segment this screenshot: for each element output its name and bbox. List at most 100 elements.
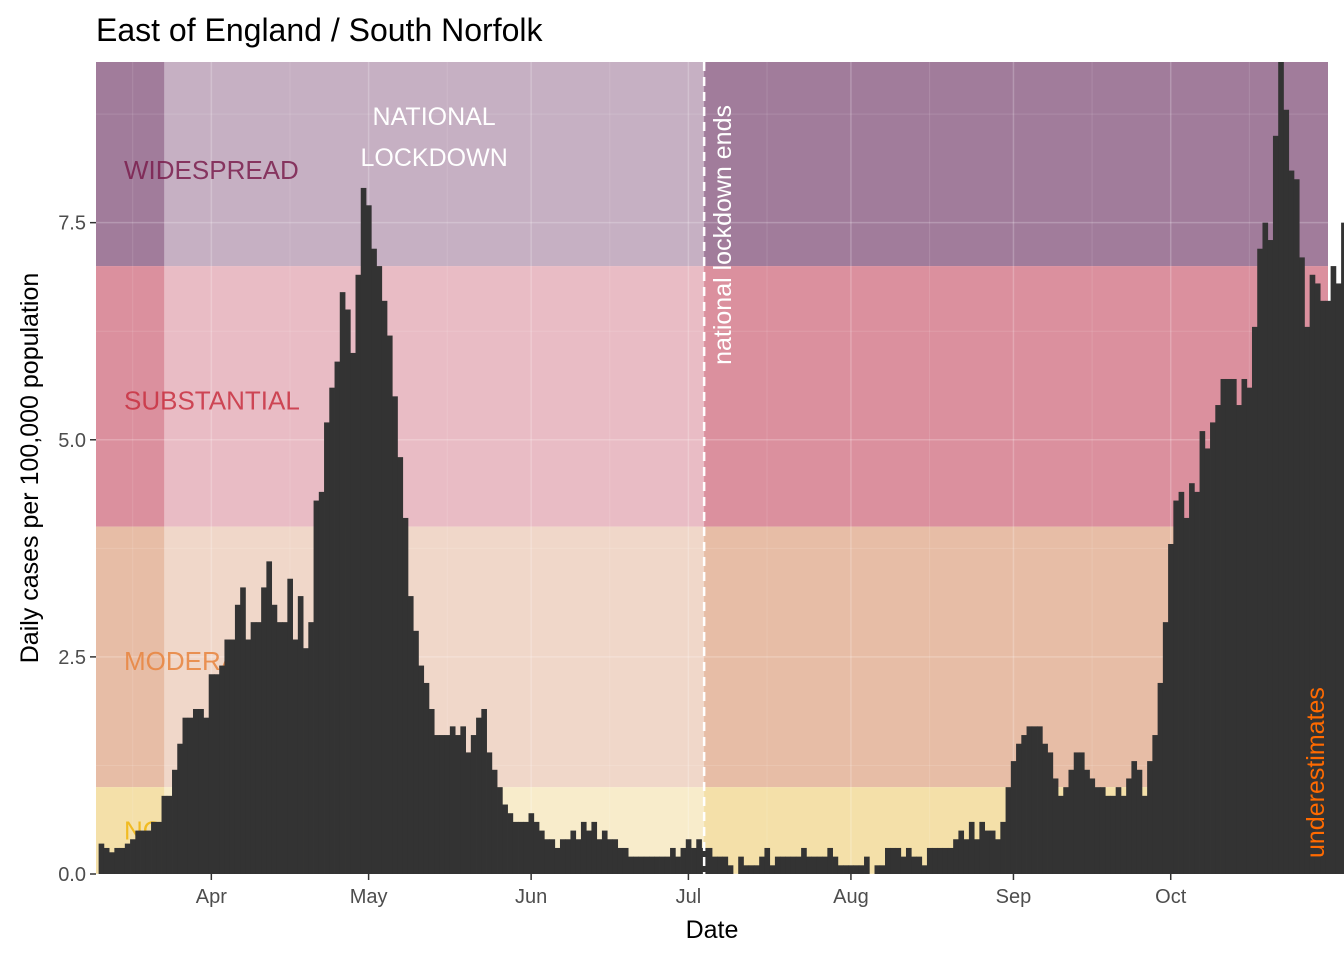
bar-2020-10-15 xyxy=(1241,378,1248,874)
bar-2020-03-13 xyxy=(109,852,115,874)
lockdown-label-line: LOCKDOWN xyxy=(361,144,508,172)
bar-2020-07-16 xyxy=(764,847,771,874)
lockdown-end-label: national lockdown ends xyxy=(709,105,737,365)
y-tick-label: 2.5 xyxy=(58,647,86,669)
bar-2020-08-07 xyxy=(879,865,886,874)
bar-2020-07-07 xyxy=(717,856,723,874)
bar-2020-06-06 xyxy=(554,847,561,874)
bar-2020-04-26 xyxy=(339,292,346,874)
bar-2020-10-07 xyxy=(1199,431,1206,874)
bar-2020-05-16 xyxy=(444,735,451,874)
bar-2020-03-19 xyxy=(140,830,147,874)
bar-2020-08-12 xyxy=(905,847,912,874)
x-tick-label: Aug xyxy=(833,886,869,908)
bar-2020-07-29 xyxy=(832,856,839,874)
x-tick-label: Jun xyxy=(515,886,547,908)
bar-2020-05-04 xyxy=(381,300,388,874)
bar-2020-09-18 xyxy=(1099,787,1106,874)
bar-2020-09-04 xyxy=(1026,726,1033,874)
bar-2020-10-24 xyxy=(1288,170,1295,874)
bar-2020-04-23 xyxy=(324,422,330,874)
bar-2020-09-16 xyxy=(1089,778,1096,874)
x-tick-label: Apr xyxy=(196,886,227,908)
bar-2020-05-30 xyxy=(518,821,524,874)
bar-2020-11-03 xyxy=(1341,222,1344,874)
bar-2020-07-12 xyxy=(743,865,750,874)
bar-2020-04-07 xyxy=(240,587,246,874)
bar-2020-06-21 xyxy=(633,856,639,874)
bar-2020-10-11 xyxy=(1220,378,1227,874)
bar-2020-05-11 xyxy=(418,665,425,874)
bar-2020-04-04 xyxy=(224,639,231,874)
bar-2020-10-14 xyxy=(1236,405,1242,874)
bar-2020-09-23 xyxy=(1126,778,1132,874)
bar-2020-03-31 xyxy=(203,717,210,874)
bar-2020-05-15 xyxy=(439,735,446,874)
bar-2020-08-01 xyxy=(848,865,854,874)
bar-2020-06-15 xyxy=(601,830,608,874)
bar-2020-04-08 xyxy=(245,639,252,874)
bar-2020-08-06 xyxy=(874,865,881,874)
bar-2020-07-02 xyxy=(691,847,697,874)
bar-2020-03-21 xyxy=(151,821,157,874)
bar-2020-06-19 xyxy=(622,847,629,874)
bar-2020-06-26 xyxy=(659,856,666,874)
bar-2020-07-11 xyxy=(738,856,744,874)
bar-2020-04-24 xyxy=(329,387,335,874)
bar-2020-04-05 xyxy=(229,639,236,874)
y-axis: 0.0 2.5 5.0 7.5 xyxy=(58,213,96,886)
bar-2020-03-25 xyxy=(172,769,178,874)
x-tick-label: May xyxy=(350,886,388,908)
band-widespread xyxy=(96,62,1328,267)
bar-2020-09-13 xyxy=(1073,752,1080,874)
bar-2020-09-09 xyxy=(1052,778,1059,874)
bar-2020-10-20 xyxy=(1267,240,1274,874)
bar-2020-07-25 xyxy=(811,856,818,874)
x-axis: Apr May Jun Jul Aug Sep Oct xyxy=(196,874,1187,908)
bar-2020-04-30 xyxy=(360,187,367,874)
bar-2020-08-18 xyxy=(937,847,944,874)
bar-2020-04-10 xyxy=(255,622,262,874)
bar-2020-03-11 xyxy=(98,843,105,874)
bar-2020-04-02 xyxy=(213,674,220,874)
bar-2020-03-24 xyxy=(166,795,173,874)
bar-2020-08-09 xyxy=(890,847,896,874)
bar-2020-09-17 xyxy=(1094,787,1101,874)
bar-2020-03-18 xyxy=(135,830,141,874)
bar-2020-04-06 xyxy=(234,604,241,874)
bar-2020-05-20 xyxy=(465,752,472,874)
bar-2020-09-12 xyxy=(1068,769,1075,874)
bar-2020-05-05 xyxy=(386,335,393,874)
bar-2020-07-06 xyxy=(712,856,718,874)
x-tick-label: Jul xyxy=(676,886,702,908)
bar-2020-06-12 xyxy=(586,830,592,874)
bar-2020-09-25 xyxy=(1136,769,1143,874)
bar-2020-07-20 xyxy=(785,856,792,874)
bar-2020-07-31 xyxy=(843,865,849,874)
band-label-widespread: WIDESPREAD xyxy=(124,155,299,185)
bar-2020-08-30 xyxy=(1000,821,1006,874)
bar-2020-06-23 xyxy=(643,856,650,874)
bar-2020-10-13 xyxy=(1231,378,1237,874)
bar-2020-10-25 xyxy=(1293,179,1300,875)
bar-2020-06-20 xyxy=(628,856,634,874)
bar-2020-04-16 xyxy=(287,578,293,874)
bar-2020-08-25 xyxy=(974,839,980,874)
x-axis-title: Date xyxy=(686,916,739,944)
bar-2020-06-09 xyxy=(570,830,577,874)
bar-2020-04-12 xyxy=(266,561,273,874)
bar-2020-06-04 xyxy=(544,839,550,874)
bar-2020-08-27 xyxy=(984,830,991,874)
band-substantial xyxy=(96,266,1328,527)
bar-2020-08-08 xyxy=(885,847,891,874)
bar-2020-05-12 xyxy=(423,682,430,874)
bar-2020-10-12 xyxy=(1225,378,1232,874)
bar-2020-05-26 xyxy=(497,787,503,874)
bar-2020-05-25 xyxy=(491,769,498,874)
bar-2020-07-27 xyxy=(822,856,828,874)
bar-2020-04-21 xyxy=(313,500,320,874)
bar-2020-03-27 xyxy=(182,717,189,874)
bar-2020-07-28 xyxy=(827,847,833,874)
bar-2020-05-19 xyxy=(460,726,466,874)
bar-2020-05-10 xyxy=(413,630,419,874)
